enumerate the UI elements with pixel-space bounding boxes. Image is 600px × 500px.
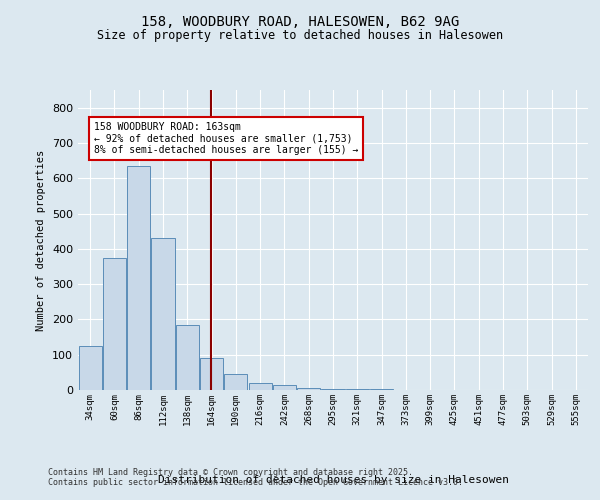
Y-axis label: Number of detached properties: Number of detached properties [37, 150, 46, 330]
Bar [248, 383, 272, 390]
Bar [297, 388, 320, 390]
Bar [224, 374, 247, 390]
Bar [176, 324, 199, 390]
Bar [151, 238, 175, 390]
X-axis label: Distribution of detached houses by size in Halesowen: Distribution of detached houses by size … [157, 475, 509, 485]
Bar [200, 358, 223, 390]
Bar [79, 346, 101, 390]
Bar [322, 389, 344, 390]
Text: Contains HM Land Registry data © Crown copyright and database right 2025.
Contai: Contains HM Land Registry data © Crown c… [48, 468, 463, 487]
Bar [127, 166, 150, 390]
Bar [103, 258, 126, 390]
Text: 158, WOODBURY ROAD, HALESOWEN, B62 9AG: 158, WOODBURY ROAD, HALESOWEN, B62 9AG [141, 16, 459, 30]
Bar [273, 384, 296, 390]
Text: Size of property relative to detached houses in Halesowen: Size of property relative to detached ho… [97, 28, 503, 42]
Text: 158 WOODBURY ROAD: 163sqm
← 92% of detached houses are smaller (1,753)
8% of sem: 158 WOODBURY ROAD: 163sqm ← 92% of detac… [94, 122, 358, 155]
